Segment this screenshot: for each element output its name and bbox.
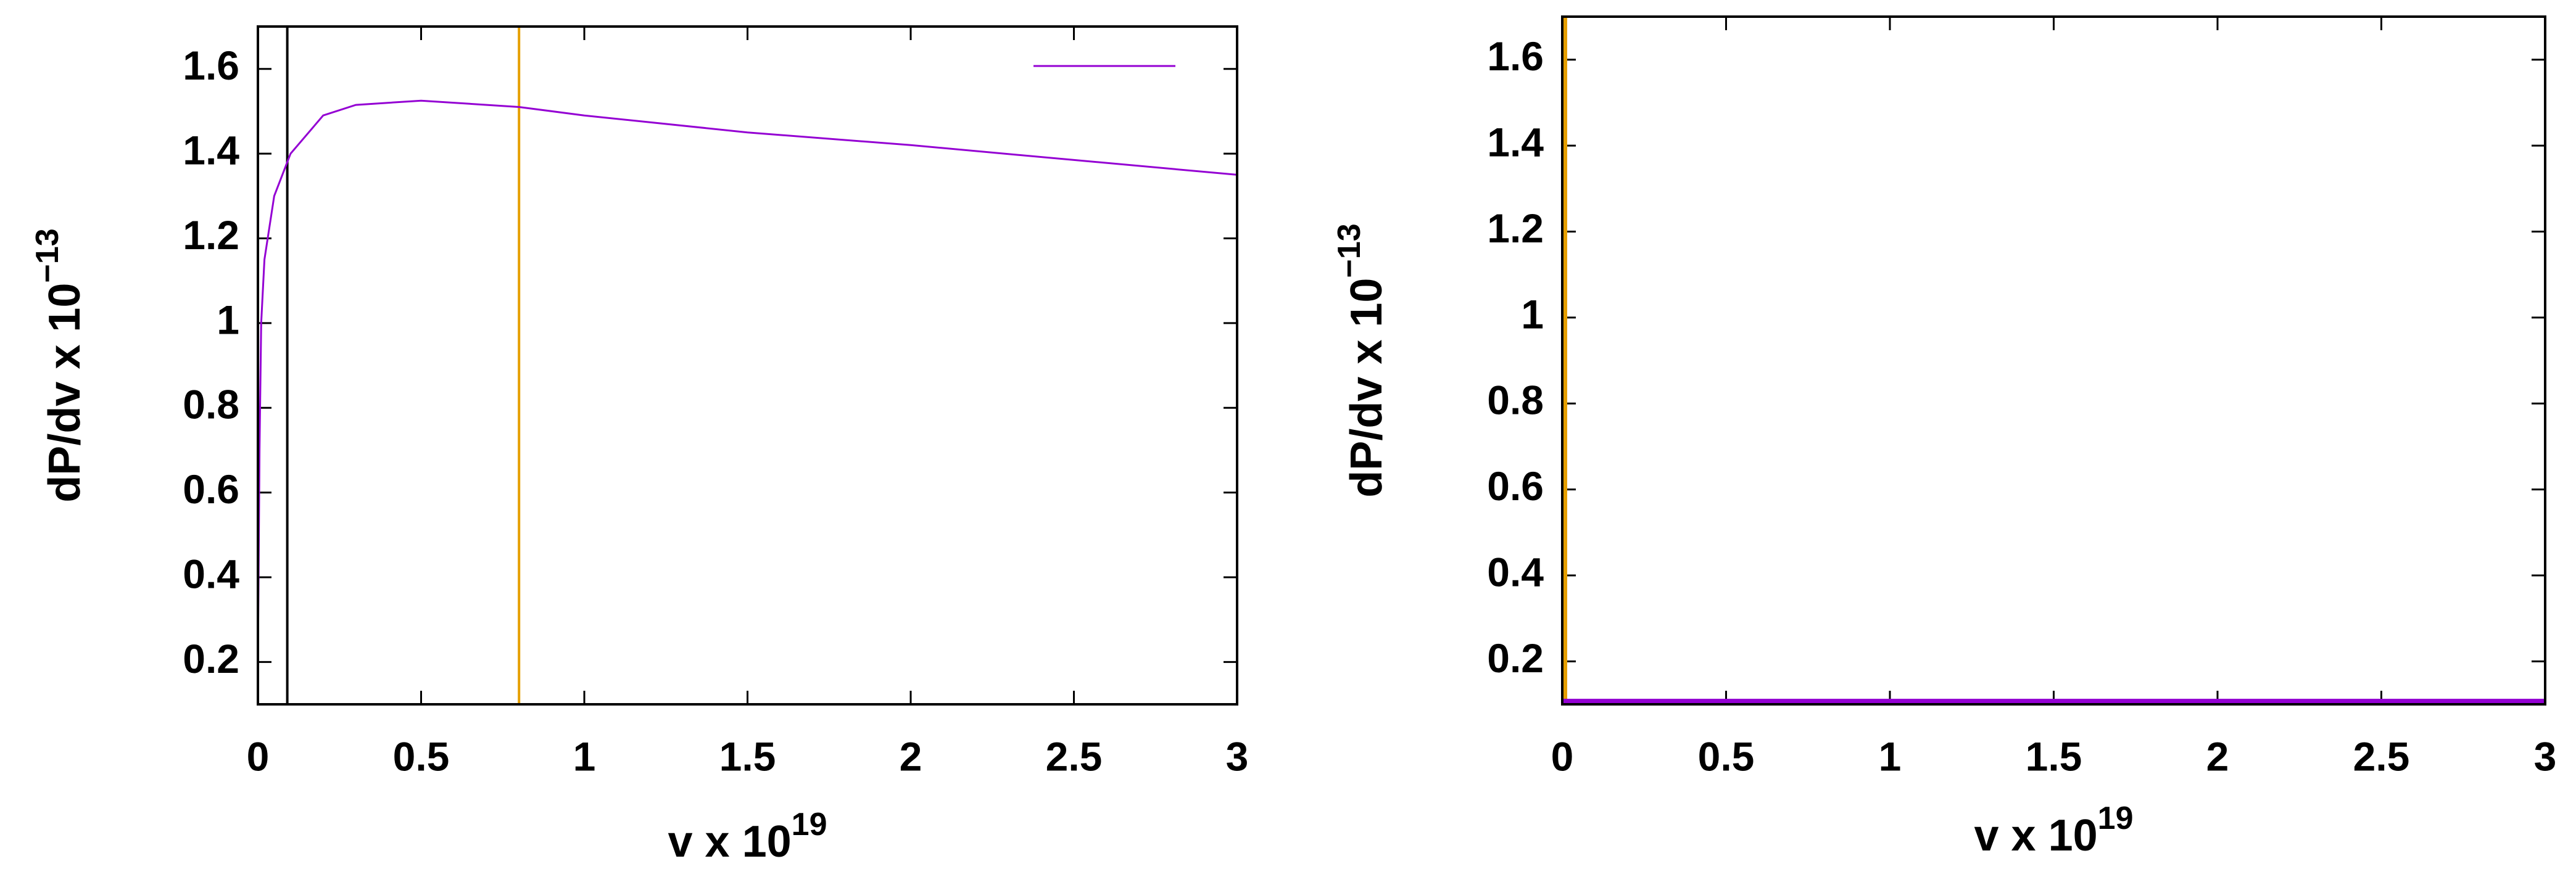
x-tick-label: 0 [247,733,270,779]
y-tick-label: 0.8 [183,382,239,427]
axis-label-text: v x 10 [1974,811,2097,860]
x-tick-label: 0.5 [393,733,450,779]
axis-label: v x 1019 [668,807,827,867]
y-tick-label: 1.4 [1487,120,1544,165]
y-tick-label: 0.2 [1487,635,1544,681]
y-tick-label: 0.6 [183,466,239,512]
axis-label-text: dP/dv x 10 [1342,278,1391,498]
x-tick-label: 2 [900,733,922,779]
y-tick-label: 0.4 [183,551,239,596]
x-tick-label: 0.5 [1698,733,1755,779]
axis-label-exponent: −13 [1331,223,1367,278]
axis-label-exponent: −13 [30,228,65,282]
axis-label-text: dP/dv x 10 [40,283,89,503]
x-tick-label: 1.5 [719,733,776,779]
y-tick-label: 0.2 [183,636,239,681]
y-tick-label: 1 [217,297,239,342]
x-tick-label: 1 [1879,733,1902,779]
axis-label-exponent: 19 [792,807,827,842]
x-tick-label: 0 [1551,733,1574,779]
x-tick-label: 3 [2534,733,2557,779]
y-tick-label: 1.6 [1487,33,1544,79]
plot-frame [1561,15,2546,706]
y-tick-label: 1 [1521,291,1544,337]
axis-label-text: v x 10 [668,817,791,867]
plot-frame [257,25,1238,706]
y-tick-label: 1.2 [1487,205,1544,251]
x-tick-label: 2.5 [1046,733,1103,779]
y-tick-label: 1.4 [183,128,239,173]
y-tick-label: 0.8 [1487,377,1544,423]
line [258,99,1237,662]
x-tick-label: 2.5 [2353,733,2410,779]
y-tick-label: 0.6 [1487,463,1544,509]
x-tick-label: 2 [2206,733,2229,779]
y-tick-label: 1.6 [183,43,239,88]
axis-label: dP/dv x 10−13 [1331,223,1391,497]
x-tick-label: 1.5 [2026,733,2082,779]
y-tick-label: 0.4 [1487,549,1544,595]
axis-label: dP/dv x 10−13 [30,228,89,502]
y-tick-label: 1.2 [183,212,239,258]
axis-label-exponent: 19 [2098,801,2134,836]
axis-label: v x 1019 [1974,801,2133,860]
x-tick-label: 1 [573,733,596,779]
x-tick-label: 3 [1226,733,1249,779]
